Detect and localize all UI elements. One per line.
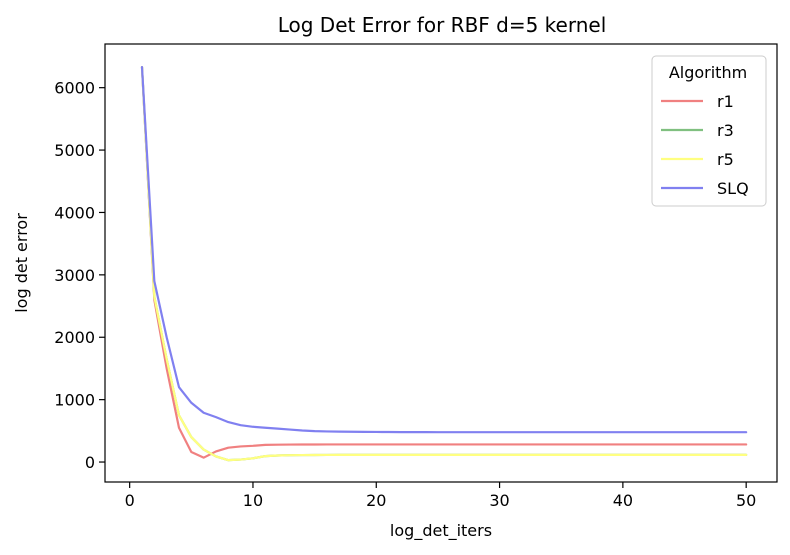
y-tick-label: 5000: [54, 141, 95, 160]
x-tick-label: 50: [736, 491, 756, 510]
series-line-slq: [140, 65, 748, 434]
x-tick-label: 0: [125, 491, 135, 510]
legend-label-slq: SLQ: [717, 179, 749, 198]
x-axis-label: log_det_iters: [390, 521, 492, 541]
legend-label-r1: r1: [717, 92, 734, 111]
y-tick-label: 6000: [54, 79, 95, 98]
y-tick-label: 2000: [54, 328, 95, 347]
series-line-r5: [140, 65, 748, 462]
y-tick-label: 3000: [54, 266, 95, 285]
x-axis: 0 10 20 30 40 50: [125, 482, 756, 510]
chart-title: Log Det Error for RBF d=5 kernel: [278, 13, 607, 37]
plot-frame: [104, 43, 778, 483]
y-axis-label: log det error: [12, 213, 31, 313]
series-line-r1: [140, 65, 748, 459]
legend-title: Algorithm: [669, 63, 747, 82]
x-tick-label: 40: [613, 491, 633, 510]
x-tick-label: 10: [243, 491, 263, 510]
legend-label-r5: r5: [717, 150, 734, 169]
x-tick-label: 30: [489, 491, 509, 510]
legend-box: [651, 55, 767, 207]
series-layer: [140, 65, 748, 462]
y-tick-label: 4000: [54, 203, 95, 222]
y-tick-label: 0: [85, 453, 95, 472]
y-tick-label: 1000: [54, 391, 95, 410]
x-tick-label: 20: [366, 491, 386, 510]
legend: Algorithm r1 r3 r5 SLQ: [651, 55, 767, 207]
legend-entries: r1 r3 r5 SLQ: [661, 92, 749, 198]
legend-label-r3: r3: [717, 121, 734, 140]
y-axis: 0 1000 2000 3000 4000 5000 6000: [54, 79, 105, 472]
